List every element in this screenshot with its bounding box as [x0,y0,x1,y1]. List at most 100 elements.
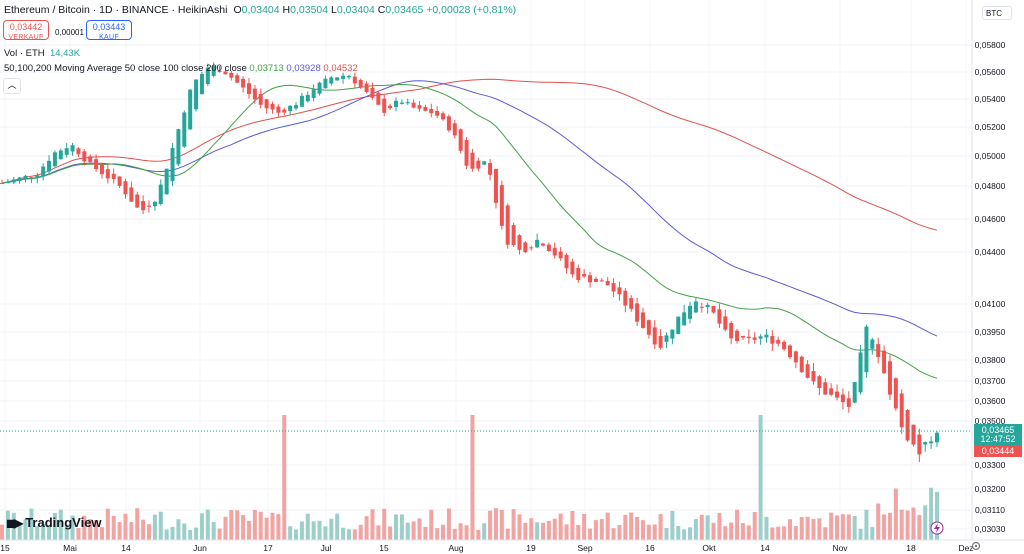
candle-body [899,393,904,428]
candle-body [617,287,622,295]
volume-bar [488,510,493,540]
volume-bar [452,528,457,540]
candle-body [252,88,257,100]
volume-bar [352,529,357,540]
sell-button[interactable]: 0,03442 VERKAUF [3,20,49,41]
candle-body [717,309,722,324]
candle-body [429,108,434,114]
volume-bar [335,513,340,540]
candle-body [599,280,604,282]
volume-bar [635,517,640,540]
candle-body [640,312,645,328]
candle-body [793,351,798,363]
volume-bar [805,516,810,540]
candle-body [787,345,792,358]
candle-body [746,336,751,339]
volume-bar [358,524,363,540]
candle-body [505,205,510,245]
volume-bar [135,508,140,540]
candle-body [82,151,87,162]
candle-body [393,100,398,107]
candle-body [840,394,845,403]
candle-body [523,242,528,253]
candle-body [241,78,246,88]
volume-bar [817,518,822,540]
volume-bar [252,509,257,540]
candle-body [258,93,263,105]
volume-bar [405,522,410,540]
symbol-title[interactable]: Ethereum / Bitcoin · 1D · BINANCE · Heik… [4,4,228,16]
ma-legend[interactable]: 50,100,200 Moving Average 50 close 100 c… [4,63,358,74]
volume-bar [264,517,269,540]
volume-bar [905,510,910,540]
volume-bar [640,520,645,540]
volume-bar [152,514,157,540]
volume-bar [211,522,216,540]
volume-bar [58,509,63,540]
candle-body [588,275,593,283]
price-tick-label: 0,03600 [975,396,1006,406]
volume-bar [270,512,275,540]
volume-bar [629,512,634,540]
time-axis[interactable]: 15 Mai 14 Jun 17 Jul 15 Aug 19 Sep 16 Okt 14 Nov 18 Dez [0,543,973,553]
volume-bar [740,523,745,540]
collapse-legend-button[interactable]: ︿ [3,78,21,94]
volume-bar [511,509,516,540]
tradingview-logo-icon: ◼▶ [6,515,23,530]
volume-legend[interactable]: Vol · ETH 14,43K [4,48,81,59]
volume-bar [217,528,222,540]
buy-button[interactable]: 0,03443 KAUF [86,20,132,41]
candle-body [176,129,181,165]
volume-bar [0,524,4,540]
volume-bar [611,528,616,540]
candle-body [541,243,546,246]
volume-bar [294,529,299,540]
volume-bar [476,529,481,540]
time-tick-label: Jun [193,543,207,553]
volume-bar [141,519,146,540]
volume-bar [705,515,710,540]
candle-body [852,382,857,403]
volume-bar [82,515,87,540]
candle-body [835,391,840,398]
volume-bar [588,528,593,540]
volume-bar [735,509,740,540]
time-tick-label: 14 [121,543,131,553]
settings-icon[interactable] [971,541,981,551]
volume-bar [493,508,498,540]
candle-body [158,184,163,205]
price-axis[interactable]: 0,05800 0,05600 0,05400 0,05200 0,05000 0,048… [975,40,1006,534]
volume-bar [317,520,322,540]
candle-body [499,185,504,226]
time-tick-label: Dez [958,543,973,553]
volume-bar [752,512,757,540]
volume-bar [123,513,128,540]
flash-icon[interactable] [930,521,944,535]
candle-body [711,305,716,313]
currency-button[interactable]: BTC [982,6,1012,20]
candle-body [0,183,4,184]
volume-bar [864,509,869,540]
price-tick-label: 0,03030 [975,524,1006,534]
volume-bar [570,510,575,540]
price-tick-label: 0,05400 [975,94,1006,104]
candle-body [246,83,251,95]
candle-body [782,341,787,350]
volume-bar [599,519,604,540]
volume-bar [858,528,863,540]
candle-body [458,129,463,151]
tradingview-logo[interactable]: ◼▶ TradingView [6,515,102,530]
candle-body [740,335,745,338]
volume-bar [840,514,845,540]
volume-bars [0,415,939,540]
volume-bar [558,513,563,540]
candle-body [858,352,863,393]
candle-body [76,148,81,155]
volume-bar [194,527,199,540]
candle-body [829,388,834,395]
candle-body [764,334,769,338]
candle-body [576,267,581,280]
candle-body [17,177,22,181]
candle-body [11,179,16,183]
